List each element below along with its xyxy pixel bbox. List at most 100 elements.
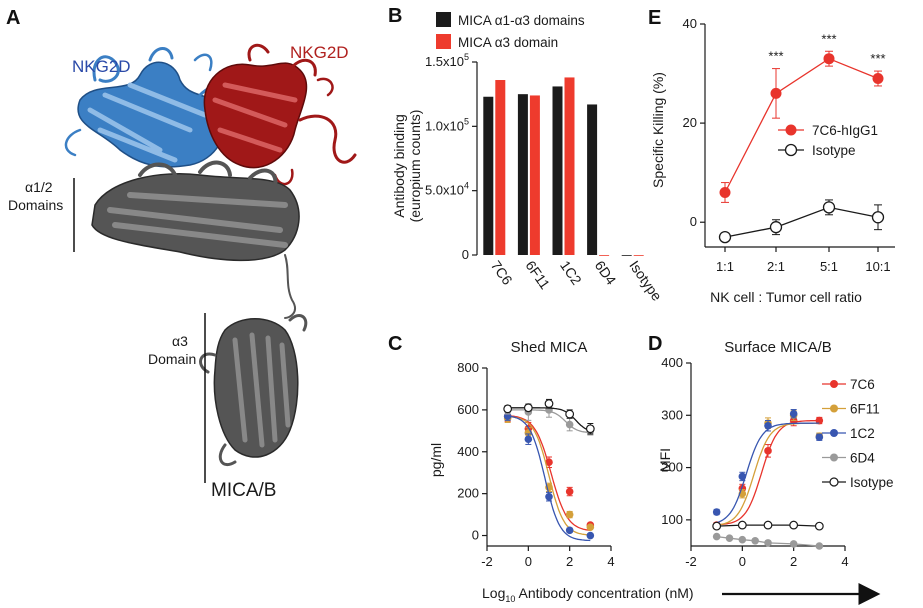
- data-point-1C2: [815, 433, 824, 442]
- alpha12-label-line1: α1/2: [25, 179, 53, 195]
- legend-b-swatch-a3: [436, 34, 451, 49]
- significance-stars: ***: [821, 31, 836, 46]
- x-tick-label-2:1: 2:1: [767, 259, 785, 274]
- alpha3-label-line1: α3: [172, 333, 188, 349]
- legend-b-full-label: MICA α1-α3 domains: [458, 13, 585, 28]
- category-label-6D4: 6D4: [592, 258, 620, 288]
- x-tick-label: -2: [685, 554, 697, 569]
- legend-e-isotype-marker: [784, 143, 798, 157]
- data-point-7C6-hIgG1: [823, 53, 835, 65]
- data-point-6D4: [789, 540, 798, 548]
- data-point-7C6-hIgG1: [872, 73, 884, 85]
- panel-d-label: D: [648, 333, 662, 355]
- panel-a: A NKG2D NKG2D: [6, 7, 357, 501]
- legend-d-marker-6F11: [830, 404, 838, 413]
- panel-e-label: E: [648, 7, 661, 29]
- data-point-Isotype: [585, 424, 595, 434]
- series-line-7C6-hIgG1: [724, 57, 879, 193]
- data-point-6D4: [725, 534, 734, 542]
- y-tick-label: 5.0x104: [425, 181, 469, 198]
- panel-d-title: Surface MICA/B: [724, 339, 832, 356]
- panel-e-xlabel: NK cell : Tumor cell ratio: [710, 289, 862, 305]
- data-point-6D4: [764, 539, 772, 547]
- y-tick-label: 20: [683, 115, 697, 130]
- y-tick-label: 200: [457, 486, 479, 501]
- x-tick-label: -2: [481, 554, 493, 569]
- panel-b-ylabel-2: (europium counts): [407, 110, 423, 223]
- data-point-7C6: [545, 458, 553, 467]
- legend-e-isotype-label: Isotype: [812, 143, 856, 158]
- bar-1C2-a3: [564, 77, 575, 255]
- category-label-1C2: 1C2: [557, 258, 585, 288]
- data-point-Isotype: [712, 521, 722, 531]
- panel-c-title: Shed MICA: [511, 339, 588, 356]
- data-point-Isotype: [763, 520, 773, 530]
- y-tick-label: 0: [472, 528, 479, 543]
- bar-6D4-a3: [599, 255, 610, 256]
- data-point-Isotype: [789, 520, 799, 530]
- data-point-7C6: [565, 487, 574, 496]
- data-point-1C2: [789, 409, 798, 418]
- y-tick-label: 400: [457, 444, 479, 459]
- category-label-7C6: 7C6: [488, 258, 516, 288]
- alpha3-label-line2: Domain: [148, 351, 196, 367]
- y-tick-label: 200: [661, 460, 683, 475]
- data-point-Isotype: [718, 230, 732, 244]
- panel-d-legend: 7C6 6F11 1C2 6D4 Isotype: [822, 377, 894, 490]
- y-tick-label: 40: [683, 16, 697, 31]
- data-point-Isotype: [871, 211, 885, 224]
- panel-e-legend: 7C6-hIgG1 Isotype: [778, 123, 878, 158]
- bar-7C6-full: [483, 96, 494, 256]
- data-point-1C2: [545, 492, 553, 501]
- data-point-6D4: [565, 420, 574, 429]
- panel-b-bars: [483, 77, 644, 256]
- data-point-1C2: [586, 531, 595, 540]
- legend-e-7c6-label: 7C6-hIgG1: [812, 123, 878, 138]
- bar-Isotype-full: [621, 255, 632, 256]
- data-point-7C6-hIgG1: [719, 186, 731, 198]
- legend-d-label-6D4: 6D4: [850, 451, 875, 466]
- panel-e-ylabel: Specific Killing (%): [650, 72, 666, 188]
- series-line-Isotype: [724, 206, 879, 238]
- x-tick-label: 4: [607, 554, 614, 569]
- panel-a-label: A: [6, 7, 20, 29]
- data-point-Isotype: [814, 521, 824, 531]
- nkg2d-red-label: NKG2D: [290, 43, 349, 62]
- y-tick-label: 300: [661, 407, 683, 422]
- y-tick-label: 0: [462, 247, 469, 262]
- y-tick-label: 1.0x105: [425, 116, 469, 133]
- fit-curve-6F11: [507, 415, 591, 536]
- data-point-Isotype: [737, 520, 747, 530]
- panel-d-plot: 100 200 300 400 -2 0 2 4: [661, 355, 848, 569]
- data-point-7C6: [815, 416, 824, 425]
- bar-6D4-full: [587, 104, 598, 256]
- data-point-6D4: [738, 535, 747, 544]
- y-tick-label: 400: [661, 355, 683, 370]
- data-point-Isotype: [544, 399, 554, 409]
- x-tick-label: 0: [525, 554, 532, 569]
- mica-label: MICA/B: [211, 480, 276, 501]
- y-tick-label: 800: [457, 360, 479, 375]
- panel-b-categories: 7C6 6F11 1C2 6D4 Isotype: [488, 258, 666, 304]
- data-point-7C6-hIgG1: [770, 87, 782, 99]
- legend-b-swatch-full: [436, 12, 451, 27]
- legend-b-a3-label: MICA α3 domain: [458, 35, 558, 50]
- data-point-1C2: [565, 526, 574, 535]
- category-label-6F11: 6F11: [522, 258, 553, 293]
- shared-xlabel-text: Log10 Antibody concentration (nM): [482, 585, 694, 604]
- data-point-1C2: [524, 435, 533, 444]
- bar-7C6-a3: [495, 80, 506, 255]
- legend-d-marker-1C2: [830, 429, 838, 437]
- legend-d-label-7C6: 7C6: [850, 377, 875, 392]
- y-tick-label: 600: [457, 402, 479, 417]
- panel-c-ylabel: pg/ml: [428, 443, 444, 477]
- nkg2d-blue-structure: [64, 47, 228, 168]
- legend-d-label-1C2: 1C2: [850, 426, 875, 441]
- data-point-6D4: [751, 536, 759, 545]
- legend-d-marker-Isotype: [829, 477, 839, 487]
- panel-b: B MICA α1-α3 domains MICA α3 domain Anti…: [388, 5, 665, 304]
- bar-6F11-a3: [529, 95, 540, 255]
- panel-b-label: B: [388, 5, 402, 27]
